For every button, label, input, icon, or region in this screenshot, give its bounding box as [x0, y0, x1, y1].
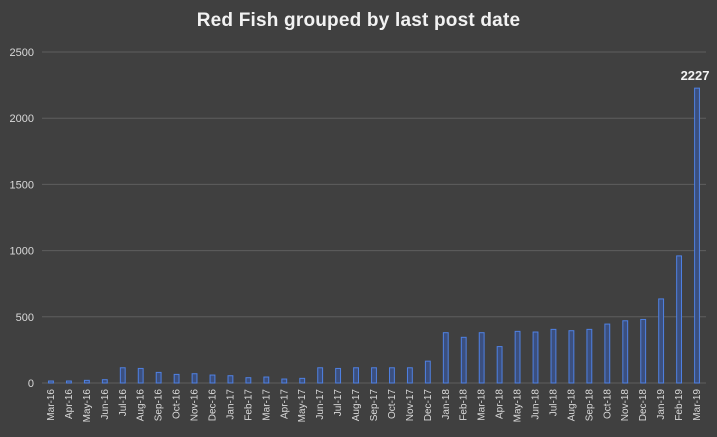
y-tick-label: 500	[16, 312, 34, 324]
x-tick-label: Mar-18	[477, 389, 488, 421]
x-tick-label: Jul-18	[548, 389, 559, 417]
x-tick-label: Jun-16	[100, 389, 111, 420]
y-tick-label: 2000	[10, 113, 34, 125]
bar-Jul-17	[335, 367, 342, 384]
y-tick-label: 1000	[10, 246, 34, 258]
bar-Dec-17	[424, 360, 431, 384]
x-tick-label: Apr-16	[64, 389, 75, 419]
bar-Jan-18	[442, 332, 449, 384]
bar-May-17	[299, 377, 306, 384]
x-tick-label: Aug-17	[351, 389, 362, 422]
x-tick-label: Jan-18	[441, 389, 452, 420]
bar-Aug-18	[568, 330, 575, 384]
x-tick-label: Nov-18	[620, 389, 631, 422]
x-tick-label: Feb-19	[674, 389, 685, 421]
bar-Jul-16	[119, 367, 126, 384]
bar-Jun-18	[532, 331, 539, 384]
y-tick-label: 0	[28, 378, 34, 390]
bar-Jan-17	[227, 375, 234, 384]
bar-Dec-16	[209, 374, 216, 384]
bar-Feb-19	[676, 255, 683, 384]
x-tick-label: Jul-17	[333, 389, 344, 417]
x-tick-label: Apr-17	[279, 389, 290, 419]
bar-Apr-17	[281, 378, 288, 384]
x-tick-label: Dec-16	[207, 389, 218, 422]
x-tick-label: May-16	[82, 389, 93, 423]
x-tick-label: Mar-16	[46, 389, 57, 421]
x-tick-label: Nov-17	[405, 389, 416, 422]
data-labels: 2227	[681, 68, 710, 83]
bar-Mar-19	[694, 87, 700, 384]
bar-Mar-18	[478, 332, 485, 384]
bar-Mar-17	[263, 376, 270, 384]
x-tick-label: Sep-16	[154, 389, 165, 422]
x-tick-label: Jul-16	[118, 389, 129, 417]
bar-Nov-18	[622, 320, 629, 384]
bar-May-18	[514, 330, 521, 384]
y-tick-label: 1500	[10, 179, 34, 191]
x-tick-label: Oct-16	[172, 389, 183, 419]
x-tick-label: Oct-18	[602, 389, 613, 419]
bar-Sep-16	[155, 371, 162, 384]
x-tick-label: Oct-17	[387, 389, 398, 419]
bar-Aug-17	[353, 367, 359, 384]
bar-May-16	[83, 379, 90, 384]
x-tick-label: Sep-18	[584, 389, 595, 422]
x-tick-label: Jan-17	[225, 389, 236, 420]
data-label: 2227	[681, 68, 710, 83]
x-tick-label: Feb-17	[243, 389, 254, 421]
x-tick-label: Dec-17	[423, 389, 434, 422]
bar-Jan-19	[658, 298, 665, 384]
x-tick-label: May-18	[513, 389, 524, 423]
x-tick-label: Feb-18	[459, 389, 470, 421]
x-tick-label: Dec-18	[638, 389, 649, 422]
x-tick-label: Aug-16	[136, 389, 147, 422]
bar-Jun-17	[317, 367, 324, 384]
bar-Nov-17	[406, 367, 413, 384]
bars	[48, 87, 700, 384]
x-tick-label: Nov-16	[190, 389, 201, 422]
bar-Oct-18	[604, 323, 611, 384]
x-tick-label: Jan-19	[656, 389, 667, 420]
bar-Aug-16	[137, 367, 144, 384]
bar-Apr-18	[496, 346, 503, 384]
x-tick-label: Jun-18	[531, 389, 542, 420]
bar-Sep-18	[586, 328, 593, 384]
y-tick-label: 2500	[10, 47, 34, 59]
bar-Apr-16	[65, 380, 72, 384]
bar-Oct-17	[389, 367, 395, 384]
x-tick-label: Sep-17	[369, 389, 380, 422]
bar-Feb-17	[245, 377, 252, 384]
y-axis-tick-labels: 0 500 1000 1500 2000 2500	[10, 47, 34, 390]
x-tick-label: Aug-18	[566, 389, 577, 422]
x-tick-label: Mar-17	[261, 389, 272, 421]
bar-Jun-16	[101, 379, 108, 384]
bar-Oct-16	[173, 373, 180, 384]
bar-Feb-18	[460, 336, 467, 384]
x-axis-tick-labels: Mar-16 Apr-16 May-16 Jun-16 Jul-16 Aug-16 Sep-…	[46, 389, 703, 423]
bar-Sep-17	[371, 367, 377, 384]
bar-Nov-16	[191, 373, 198, 384]
x-tick-label: May-17	[297, 389, 308, 423]
bar-Mar-16	[48, 380, 54, 384]
chart-title: Red Fish grouped by last post date	[196, 10, 521, 31]
bar-Jul-18	[550, 328, 557, 384]
x-tick-label: Mar-19	[692, 389, 703, 421]
bar-Dec-18	[640, 318, 647, 384]
x-tick-label: Jun-17	[315, 389, 326, 420]
x-tick-label: Apr-18	[495, 389, 506, 419]
